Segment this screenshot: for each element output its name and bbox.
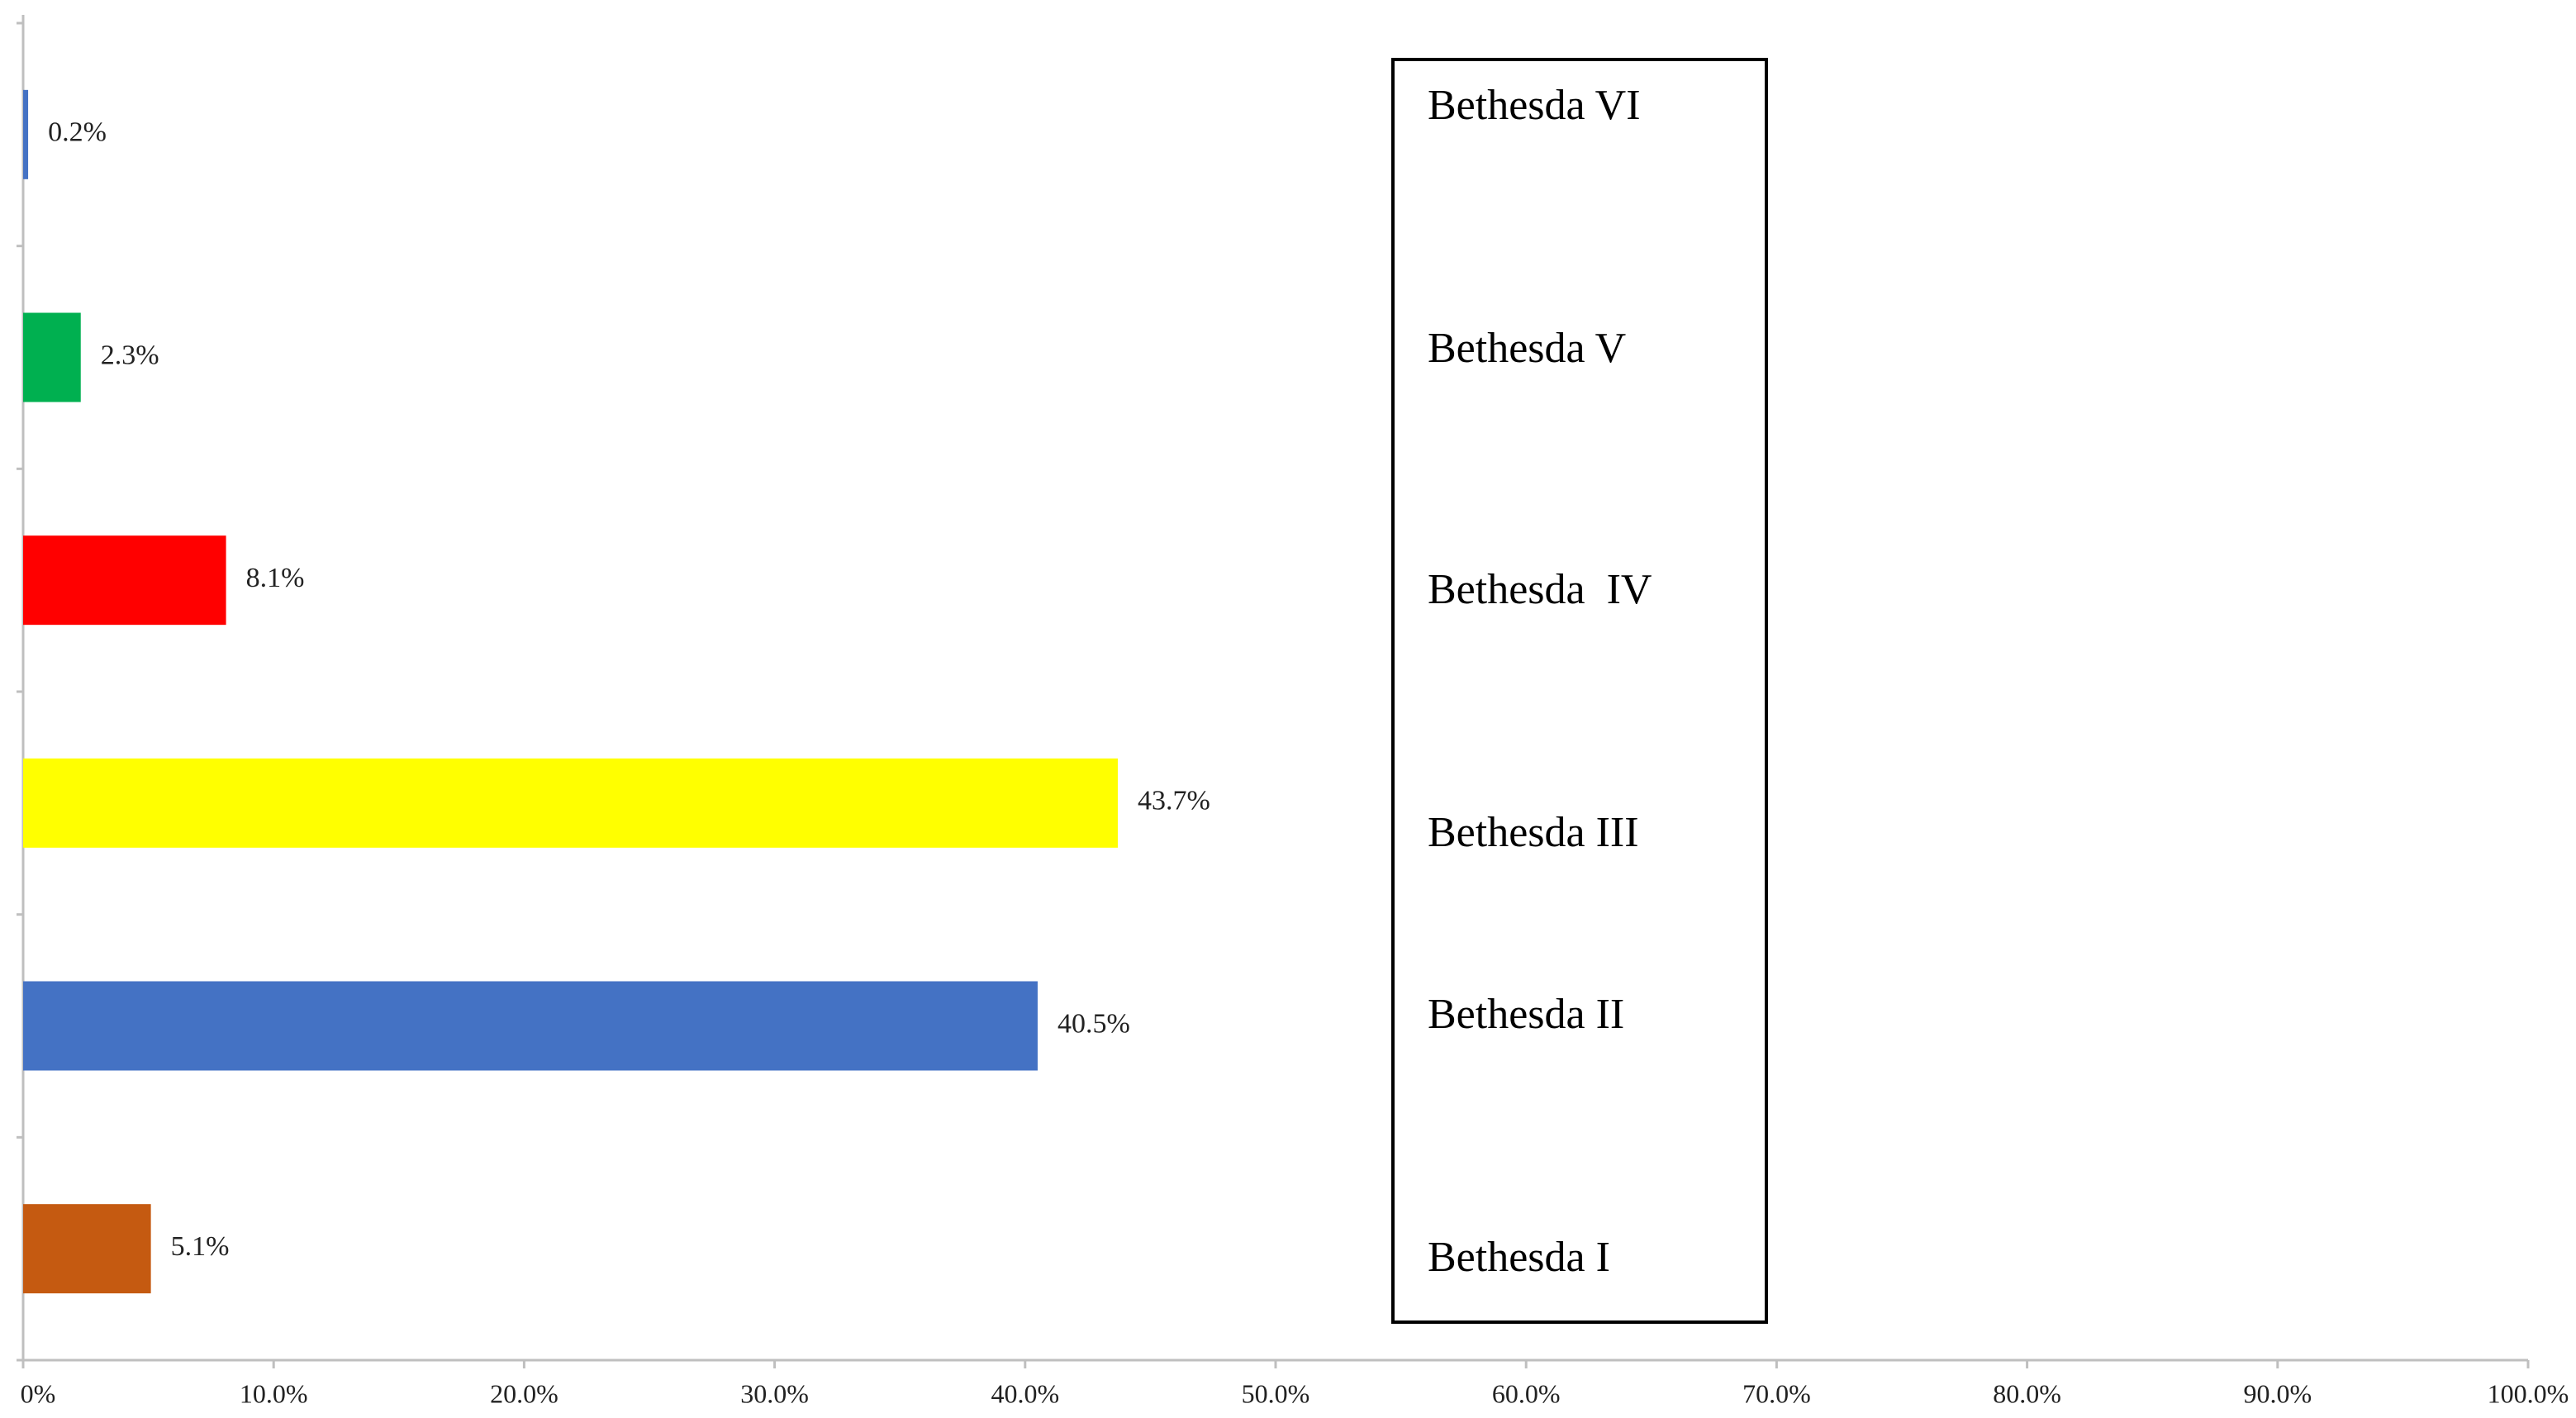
x-tick-label: 10.0% (240, 1378, 308, 1408)
bar (23, 981, 1038, 1071)
value-label: 43.7% (1138, 786, 1210, 816)
x-tick-label: 40.0% (991, 1378, 1059, 1408)
x-tick-label: 50.0% (1242, 1378, 1310, 1408)
category-label: Bethesda V (1428, 325, 1626, 372)
x-tick-label: 100.0% (2488, 1378, 2569, 1408)
x-tick-label: 20.0% (490, 1378, 558, 1408)
category-label: Bethesda II (1428, 991, 1624, 1038)
category-label: Bethesda III (1428, 809, 1639, 856)
value-label: 2.3% (101, 340, 159, 370)
bar (23, 1204, 151, 1294)
bar (23, 312, 81, 402)
x-tick-label: 30.0% (740, 1378, 809, 1408)
label-box (1391, 58, 1768, 1324)
x-tick-label: 80.0% (1993, 1378, 2061, 1408)
bar (23, 535, 226, 626)
x-tick-label: 90.0% (2243, 1378, 2312, 1408)
x-tick-label: 60.0% (1492, 1378, 1561, 1408)
value-label: 5.1% (171, 1231, 230, 1262)
value-label: 8.1% (246, 563, 305, 593)
category-label: Bethesda VI (1428, 82, 1641, 129)
x-tick-label: 70.0% (1742, 1378, 1811, 1408)
bar (23, 758, 1118, 848)
category-label: Bethesda I (1428, 1234, 1610, 1281)
category-label: Bethesda IV (1428, 566, 1652, 613)
bar (23, 89, 29, 179)
value-label: 0.2% (48, 117, 107, 148)
x-tick-label: 0% (21, 1378, 56, 1408)
value-label: 40.5% (1057, 1008, 1130, 1039)
